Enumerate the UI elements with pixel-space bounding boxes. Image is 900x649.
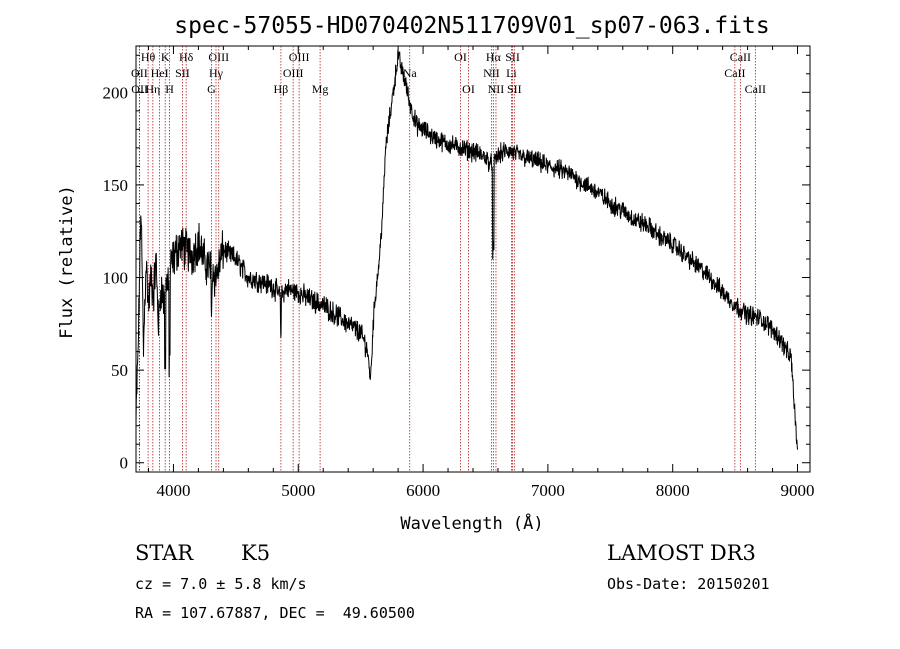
x-axis-label: Wavelength (Å) <box>400 512 543 534</box>
spectral-line-label: G <box>207 82 216 96</box>
spectral-line-label: OI <box>454 50 467 64</box>
x-tick-label: 7000 <box>531 481 565 500</box>
spectral-line-label: OIII <box>208 50 229 64</box>
object-subclass: K5 <box>241 541 271 565</box>
spectral-line-label: CaII <box>730 50 751 64</box>
x-tick-label: 5000 <box>281 481 315 500</box>
x-tick-label: 6000 <box>406 481 440 500</box>
spectral-line-label: Hβ <box>274 82 289 96</box>
spectral-line-label: SII <box>507 82 522 96</box>
spectral-line-label: Hα <box>486 50 502 64</box>
spectral-line-label: Hθ <box>141 50 156 64</box>
spectral-line-label: NII <box>483 66 500 80</box>
y-tick-label: 50 <box>111 361 128 380</box>
x-tick-label: 4000 <box>156 481 190 500</box>
y-tick-label: 200 <box>103 83 129 102</box>
axes-layer: 4000 5000 6000 7000 8000 9000 0 50 100 150 200 <box>103 46 815 500</box>
data-layer <box>135 49 798 450</box>
obs-date: Obs-Date: 20150201 <box>607 575 770 593</box>
survey-name: LAMOST DR3 <box>607 541 756 565</box>
spectral-line-label: CaII <box>745 82 766 96</box>
spectral-line-label: K <box>161 50 170 64</box>
x-tick-label: 9000 <box>781 481 815 500</box>
y-tick-label: 0 <box>120 454 129 473</box>
y-tick-label: 100 <box>103 269 129 288</box>
object-class: STAR <box>135 541 194 565</box>
redshift-readout: cz = 7.0 ± 5.8 km/s <box>135 575 307 593</box>
spectral-line-label: H <box>165 82 174 96</box>
spectral-line-label: OIII <box>283 66 304 80</box>
spectral-line-label: Mg <box>312 82 329 96</box>
spectral-line-label: HeI <box>151 66 169 80</box>
spectral-line-label: Na <box>403 66 418 80</box>
spectral-line-label: CaII <box>724 66 745 80</box>
spectrum-line <box>135 49 798 450</box>
spectral-line-label: Hδ <box>179 50 194 64</box>
y-axis-label: Flux (relative) <box>57 185 77 339</box>
chart-title: spec-57055-HD070402N511709V01_sp07-063.f… <box>174 13 769 39</box>
coordinates: RA = 107.67887, DEC = 49.60500 <box>135 604 415 622</box>
spectral-line-label: Hγ <box>209 66 224 80</box>
spectral-line-label: Hη <box>145 82 160 96</box>
spectral-line-label: OIII <box>289 50 310 64</box>
spectral-line-label: OI <box>462 82 475 96</box>
spectral-line-label: SII <box>175 66 190 80</box>
x-tick-label: 8000 <box>656 481 690 500</box>
spectral-line-label: SII <box>505 50 520 64</box>
spectral-line-label: NII <box>488 82 505 96</box>
spectral-line-label: Li <box>506 66 517 80</box>
y-tick-label: 150 <box>103 176 129 195</box>
